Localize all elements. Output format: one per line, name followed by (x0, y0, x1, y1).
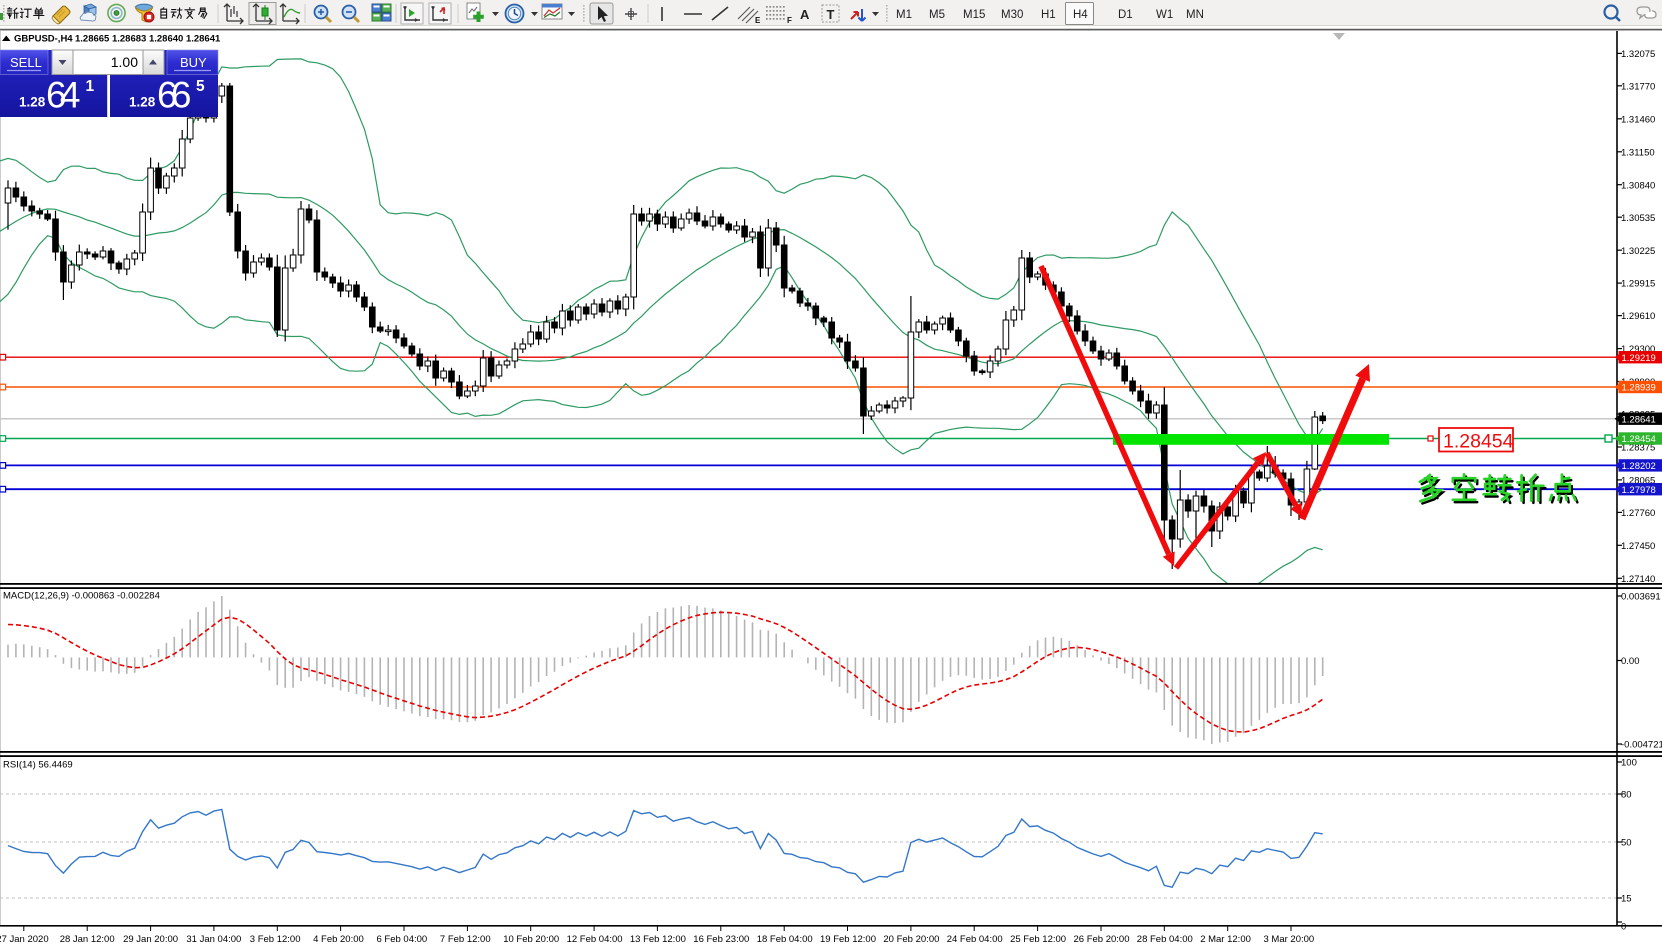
svg-text:20 Feb 20:00: 20 Feb 20:00 (883, 934, 939, 945)
svg-text:5: 5 (196, 78, 205, 95)
svg-text:100: 100 (1621, 758, 1637, 769)
svg-text:GBPUSD-,H4: GBPUSD-,H4 (14, 34, 73, 45)
svg-text:H1: H1 (1041, 9, 1056, 21)
svg-text:0: 0 (1621, 922, 1626, 933)
svg-text:1.30840: 1.30840 (1621, 180, 1655, 191)
svg-text:1.31460: 1.31460 (1621, 114, 1655, 125)
svg-text:12 Feb 04:00: 12 Feb 04:00 (567, 934, 623, 945)
svg-text:15: 15 (1621, 894, 1632, 905)
svg-text:1.31770: 1.31770 (1621, 81, 1655, 92)
svg-text:0.003691: 0.003691 (1621, 592, 1661, 603)
svg-text:BUY: BUY (180, 55, 207, 70)
svg-text:1.27140: 1.27140 (1621, 574, 1655, 585)
svg-text:3 Mar 20:00: 3 Mar 20:00 (1264, 934, 1315, 945)
svg-text:D1: D1 (1118, 9, 1133, 21)
svg-text:1.27450: 1.27450 (1621, 541, 1655, 552)
svg-text:1.29915: 1.29915 (1621, 279, 1655, 290)
svg-text:1.28: 1.28 (19, 95, 46, 110)
svg-text:80: 80 (1621, 790, 1632, 801)
svg-text:1.31150: 1.31150 (1621, 147, 1655, 158)
svg-text:1.28641: 1.28641 (1622, 414, 1656, 425)
svg-text:19 Feb 12:00: 19 Feb 12:00 (820, 934, 876, 945)
svg-text:26 Feb 20:00: 26 Feb 20:00 (1074, 934, 1130, 945)
svg-text:1.28: 1.28 (129, 95, 156, 110)
svg-text:1.28375: 1.28375 (1621, 443, 1655, 454)
svg-text:H4: H4 (1073, 9, 1088, 21)
svg-text:1.29300: 1.29300 (1621, 344, 1655, 355)
svg-text:F: F (787, 16, 792, 25)
svg-text:29 Jan 20:00: 29 Jan 20:00 (123, 934, 178, 945)
svg-text:0.00: 0.00 (1621, 656, 1640, 667)
svg-text:13 Feb 12:00: 13 Feb 12:00 (630, 934, 686, 945)
svg-text:A: A (800, 7, 810, 22)
svg-text:18 Feb 04:00: 18 Feb 04:00 (757, 934, 813, 945)
svg-text:1.27760: 1.27760 (1621, 508, 1655, 519)
svg-text:1.27978: 1.27978 (1622, 485, 1656, 496)
svg-text:1.29219: 1.29219 (1622, 353, 1656, 364)
svg-text:1.28454: 1.28454 (1443, 431, 1514, 453)
svg-text:W1: W1 (1156, 9, 1173, 21)
svg-text:28 Feb 04:00: 28 Feb 04:00 (1137, 934, 1193, 945)
svg-text:T: T (827, 7, 835, 22)
svg-text:1.28202: 1.28202 (1622, 461, 1656, 472)
svg-text:1.28665 1.28683 1.28640 1.2864: 1.28665 1.28683 1.28640 1.28641 (75, 34, 221, 45)
svg-text:50: 50 (1621, 838, 1632, 849)
svg-text:27 Jan 2020: 27 Jan 2020 (0, 934, 49, 945)
svg-text:16 Feb 23:00: 16 Feb 23:00 (693, 934, 749, 945)
svg-text:2 Mar 12:00: 2 Mar 12:00 (1200, 934, 1251, 945)
svg-text:24 Feb 04:00: 24 Feb 04:00 (947, 934, 1003, 945)
svg-text:1.28454: 1.28454 (1622, 434, 1656, 445)
svg-text:66: 66 (157, 75, 192, 116)
svg-text:1.30535: 1.30535 (1621, 213, 1655, 224)
svg-text:1.28939: 1.28939 (1622, 383, 1656, 394)
svg-text:1: 1 (86, 78, 95, 95)
svg-text:31 Jan 04:00: 31 Jan 04:00 (186, 934, 241, 945)
svg-text:MACD(12,26,9) -0.000863 -0.002: MACD(12,26,9) -0.000863 -0.002284 (3, 591, 160, 602)
svg-text:E: E (755, 16, 761, 25)
svg-text:SELL: SELL (10, 55, 42, 70)
svg-text:28 Jan 12:00: 28 Jan 12:00 (60, 934, 115, 945)
svg-text:1.29610: 1.29610 (1621, 311, 1655, 322)
svg-text:10 Feb 20:00: 10 Feb 20:00 (503, 934, 559, 945)
svg-text:1.30225: 1.30225 (1621, 246, 1655, 257)
svg-text:25 Feb 12:00: 25 Feb 12:00 (1010, 934, 1066, 945)
svg-text:1.00: 1.00 (111, 54, 138, 70)
svg-text:64: 64 (46, 75, 81, 116)
svg-text:RSI(14) 56.4469: RSI(14) 56.4469 (3, 760, 73, 771)
svg-text:-0.004721: -0.004721 (1621, 740, 1662, 751)
svg-text:3 Feb 12:00: 3 Feb 12:00 (250, 934, 301, 945)
svg-text:MN: MN (1186, 9, 1204, 21)
svg-text:M5: M5 (929, 9, 945, 21)
svg-text:1.32075: 1.32075 (1621, 49, 1655, 60)
svg-text:M1: M1 (896, 9, 912, 21)
svg-text:M15: M15 (963, 9, 985, 21)
svg-text:1.28065: 1.28065 (1621, 476, 1655, 487)
svg-text:6 Feb 04:00: 6 Feb 04:00 (377, 934, 428, 945)
svg-text:M30: M30 (1001, 9, 1023, 21)
svg-text:7 Feb 12:00: 7 Feb 12:00 (440, 934, 491, 945)
svg-text:4 Feb 20:00: 4 Feb 20:00 (313, 934, 364, 945)
